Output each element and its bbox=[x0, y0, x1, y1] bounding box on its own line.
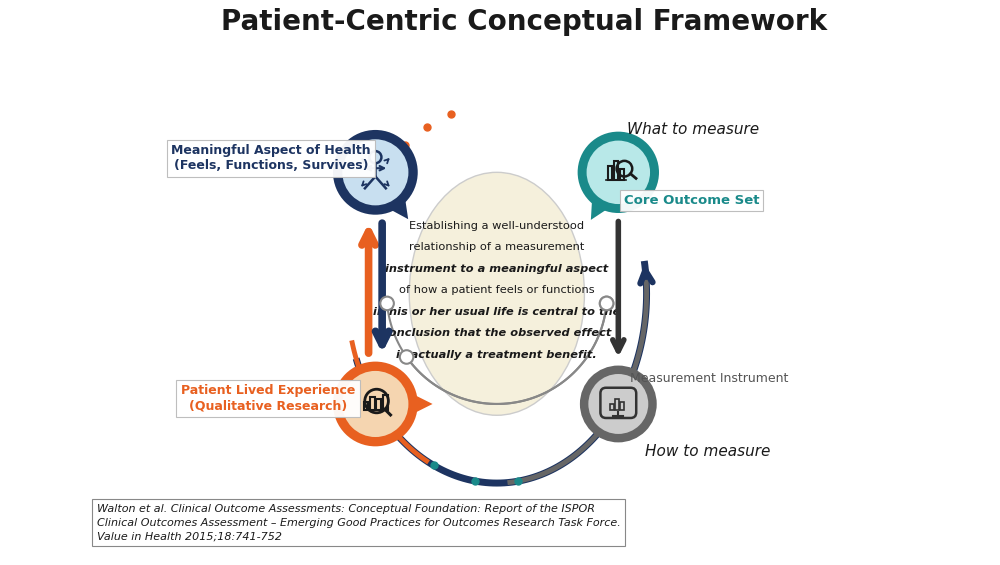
Bar bbox=[364, 402, 368, 410]
Text: Core Outcome Set: Core Outcome Set bbox=[624, 194, 760, 207]
Bar bbox=[615, 399, 619, 410]
Circle shape bbox=[380, 297, 394, 310]
Circle shape bbox=[600, 297, 613, 310]
Text: of how a patient feels or functions: of how a patient feels or functions bbox=[399, 285, 595, 295]
Bar bbox=[608, 166, 612, 180]
Text: instrument to a meaningful aspect: instrument to a meaningful aspect bbox=[385, 264, 608, 274]
Bar bbox=[620, 169, 624, 180]
Text: conclusion that the observed effect: conclusion that the observed effect bbox=[382, 328, 612, 338]
Text: Walton et al. Clinical Outcome Assessments: Conceptual Foundation: Report of the: Walton et al. Clinical Outcome Assessmen… bbox=[97, 504, 620, 541]
Polygon shape bbox=[403, 389, 433, 419]
Text: Establishing a well-understood: Establishing a well-understood bbox=[409, 221, 584, 231]
Text: How to measure: How to measure bbox=[645, 445, 771, 459]
Bar bbox=[610, 404, 614, 410]
Bar bbox=[370, 397, 375, 410]
Circle shape bbox=[333, 362, 418, 446]
Circle shape bbox=[588, 374, 648, 434]
Bar bbox=[383, 396, 388, 410]
Polygon shape bbox=[379, 186, 408, 219]
Text: Patient-Centric Conceptual Framework: Patient-Centric Conceptual Framework bbox=[221, 8, 827, 37]
Bar bbox=[376, 399, 381, 410]
Text: Measurement Instrument: Measurement Instrument bbox=[630, 372, 788, 385]
Circle shape bbox=[333, 130, 418, 215]
Ellipse shape bbox=[409, 172, 584, 415]
Polygon shape bbox=[591, 188, 617, 220]
Bar bbox=[620, 402, 624, 410]
Circle shape bbox=[580, 366, 657, 442]
Circle shape bbox=[400, 350, 413, 364]
Text: What to measure: What to measure bbox=[627, 123, 760, 137]
Text: Meaningful Aspect of Health
(Feels, Functions, Survives): Meaningful Aspect of Health (Feels, Func… bbox=[171, 144, 371, 172]
Circle shape bbox=[342, 371, 408, 437]
Circle shape bbox=[587, 141, 650, 204]
Circle shape bbox=[600, 297, 613, 310]
Text: in his or her usual life is central to the: in his or her usual life is central to t… bbox=[373, 307, 621, 317]
Circle shape bbox=[342, 140, 408, 206]
Text: relationship of a measurement: relationship of a measurement bbox=[409, 242, 585, 253]
Text: is actually a treatment benefit.: is actually a treatment benefit. bbox=[396, 350, 597, 360]
Text: Patient Lived Experience
(Qualitative Research): Patient Lived Experience (Qualitative Re… bbox=[181, 384, 355, 412]
Bar bbox=[614, 162, 618, 180]
Circle shape bbox=[578, 132, 659, 213]
